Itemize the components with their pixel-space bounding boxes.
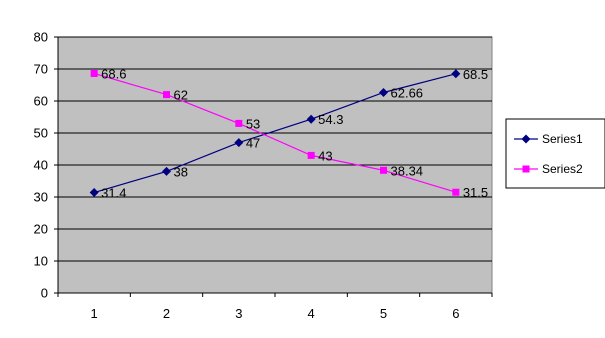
series2-line [93,72,457,193]
y-tick-label: 20 [34,222,48,237]
y-tick-label: 50 [34,126,48,141]
data-labels: 31.4 38 47 54.3 62.66 68.5 68.6 62 53 43 38.34 31.5 [101,66,488,200]
y-tick-label: 0 [41,286,48,301]
x-tick-label: 3 [235,306,242,321]
series1-point [379,87,388,97]
series1-data-label: 62.66 [391,85,424,100]
series2-point [380,166,387,174]
x-axis-ticks: 1 2 3 4 5 6 [57,293,493,321]
series1-data-label: 54.3 [318,112,343,127]
series1-data-label: 38 [174,164,188,179]
series1-data-label: 31.4 [101,186,126,201]
x-tick-label: 4 [308,306,315,321]
y-tick-label: 60 [34,94,48,109]
legend: Series1 Series2 [505,118,605,189]
series1-point [234,138,244,148]
gridlines [58,36,492,262]
series2-data-label: 68.6 [101,66,126,81]
series2-data-label: 31.5 [463,185,488,200]
x-tick-label: 6 [452,306,459,321]
series2-data-label: 53 [246,116,260,131]
legend-series1-label: Series1 [542,132,583,146]
x-tick-label: 1 [91,306,98,321]
series2-point [452,188,460,196]
x-tick-label: 2 [163,306,170,321]
series1-point [89,188,99,198]
y-tick-label: 70 [34,62,48,77]
legend-series2-label: Series2 [542,162,583,176]
y-tick-label: 30 [34,190,48,205]
series2-point [307,151,315,159]
y-axis-ticks: 0 10 20 30 40 50 60 70 80 [34,30,58,301]
series1-data-label: 47 [246,136,260,151]
y-tick-label: 40 [34,158,48,173]
x-tick-label: 5 [380,306,387,321]
series-lines [89,69,461,198]
series1-point [451,69,461,79]
series1-data-label: 68.5 [463,67,488,82]
series1-point [162,166,171,176]
series1-point [306,114,316,124]
series2-point [163,91,170,99]
series2-point [90,69,98,77]
legend-series1-marker [521,134,531,144]
y-tick-label: 80 [34,30,48,45]
series2-data-label: 62 [174,88,188,103]
y-tick-label: 10 [34,254,48,269]
legend-box [505,118,605,189]
series2-point [235,119,243,127]
series1-line [93,73,456,194]
series2-data-label: 43 [318,148,332,163]
series2-data-label: 38.34 [391,163,424,178]
legend-series2-marker [522,165,530,173]
